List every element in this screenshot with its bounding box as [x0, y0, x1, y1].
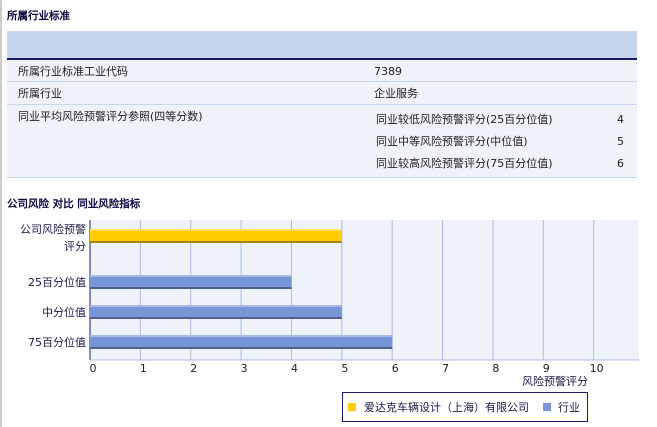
ref-value: 6	[617, 157, 624, 170]
bar	[90, 275, 292, 289]
bar	[90, 335, 393, 349]
bar-shadow	[90, 347, 393, 349]
x-tick-label: 10	[590, 362, 604, 375]
x-tick-label: 2	[190, 362, 197, 375]
legend-label: 爱达克车辆设计（上海）有限公司	[364, 400, 529, 414]
bar	[90, 229, 342, 243]
bar	[90, 305, 342, 319]
category-label: 评分	[64, 240, 86, 253]
table-row: 所属行业 企业服务	[7, 82, 637, 105]
ref-label: 同业较高风险预警评分(75百分位值)	[376, 157, 553, 170]
x-tick-label: 0	[90, 362, 97, 375]
x-tick-label: 6	[392, 362, 399, 375]
ref-value: 4	[617, 113, 624, 126]
category-label: 中分位值	[42, 305, 86, 319]
x-tick-label: 4	[291, 362, 298, 375]
x-tick-label: 1	[140, 362, 147, 375]
x-tick-label: 7	[442, 362, 449, 375]
bar-highlight	[90, 335, 393, 337]
bar-shadow	[90, 287, 292, 289]
table-row: 同业平均风险预警评分参照(四等分数) 同业较低风险预警评分(25百分位值) 4 …	[7, 105, 637, 178]
x-tick-label: 8	[492, 362, 499, 375]
bar-highlight	[90, 305, 342, 307]
row-label: 所属行业	[18, 87, 62, 100]
bar-shadow	[90, 241, 342, 243]
legend-swatch	[543, 403, 551, 411]
chart-title: 公司风险 对比 同业风险指标	[7, 198, 141, 210]
x-tick-label: 9	[543, 362, 550, 375]
bar-highlight	[90, 275, 292, 277]
legend-swatch	[348, 403, 356, 411]
category-label: 25百分位值	[28, 275, 86, 289]
section-title: 所属行业标准	[7, 10, 70, 22]
table-row: 所属行业标准工业代码 7389	[7, 60, 637, 82]
ref-value: 5	[617, 135, 624, 148]
ref-label: 同业较低风险预警评分(25百分位值)	[376, 113, 553, 126]
x-tick-label: 3	[241, 362, 248, 375]
bar-shadow	[90, 317, 342, 319]
bar-highlight	[90, 229, 342, 231]
row-label: 同业平均风险预警评分参照(四等分数)	[18, 110, 203, 123]
table-header	[7, 31, 637, 60]
x-axis-label: 风险预警评分	[522, 374, 588, 388]
ref-label: 同业中等风险预警评分(中位值)	[376, 135, 528, 148]
legend-label: 行业	[558, 401, 580, 414]
category-label: 75百分位值	[28, 335, 86, 349]
row-value: 7389	[374, 65, 402, 78]
row-value: 企业服务	[374, 87, 418, 100]
category-label: 公司风险预警	[20, 222, 86, 236]
x-tick-label: 5	[341, 362, 348, 375]
row-label: 所属行业标准工业代码	[18, 65, 128, 78]
